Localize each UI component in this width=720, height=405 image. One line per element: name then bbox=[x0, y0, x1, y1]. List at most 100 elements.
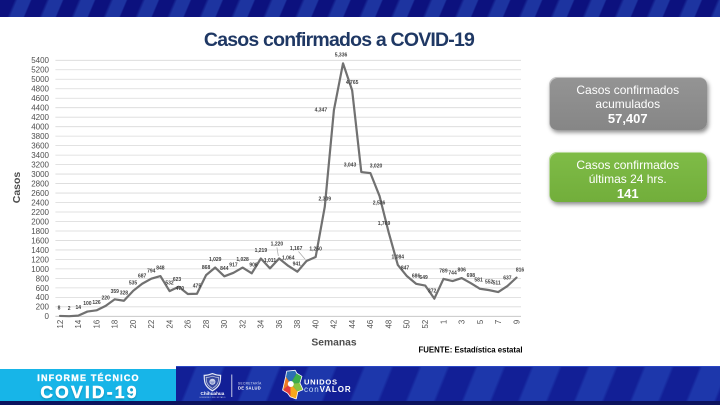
svg-text:38: 38 bbox=[293, 320, 302, 329]
svg-text:1600: 1600 bbox=[31, 236, 49, 245]
svg-text:46: 46 bbox=[366, 320, 375, 329]
svg-text:941: 941 bbox=[293, 261, 302, 267]
svg-text:4,765: 4,765 bbox=[346, 80, 359, 86]
svg-text:2,536: 2,536 bbox=[373, 200, 386, 206]
svg-text:1,028: 1,028 bbox=[236, 257, 249, 263]
svg-text:1,064: 1,064 bbox=[282, 255, 295, 261]
svg-text:2400: 2400 bbox=[31, 198, 49, 207]
svg-text:848: 848 bbox=[156, 266, 165, 272]
svg-text:400: 400 bbox=[36, 293, 50, 302]
svg-text:475: 475 bbox=[193, 283, 202, 289]
svg-text:4,347: 4,347 bbox=[315, 107, 328, 113]
svg-text:1,250: 1,250 bbox=[309, 247, 322, 253]
svg-text:328: 328 bbox=[120, 290, 129, 296]
svg-text:0: 0 bbox=[45, 312, 50, 321]
svg-text:535: 535 bbox=[129, 281, 138, 287]
svg-text:5: 5 bbox=[476, 319, 485, 324]
svg-text:48: 48 bbox=[384, 320, 393, 329]
svg-text:1400: 1400 bbox=[31, 246, 49, 255]
svg-text:4000: 4000 bbox=[31, 123, 49, 132]
svg-text:470: 470 bbox=[176, 286, 185, 292]
svg-text:637: 637 bbox=[503, 276, 512, 282]
svg-text:789: 789 bbox=[439, 269, 448, 275]
svg-text:794: 794 bbox=[147, 268, 156, 274]
svg-text:3000: 3000 bbox=[31, 170, 49, 179]
svg-text:14: 14 bbox=[74, 319, 83, 328]
svg-text:1: 1 bbox=[439, 320, 448, 324]
svg-text:2: 2 bbox=[68, 306, 71, 312]
svg-text:conVALOR: conVALOR bbox=[304, 385, 352, 394]
svg-text:Chihuahua: Chihuahua bbox=[201, 391, 225, 396]
svg-text:4400: 4400 bbox=[31, 104, 49, 113]
svg-text:5,336: 5,336 bbox=[335, 52, 348, 58]
svg-text:8: 8 bbox=[58, 306, 61, 312]
svg-text:511: 511 bbox=[493, 280, 501, 286]
svg-text:744: 744 bbox=[448, 271, 457, 277]
svg-text:649: 649 bbox=[419, 275, 428, 281]
svg-text:687: 687 bbox=[138, 273, 147, 279]
svg-text:3400: 3400 bbox=[31, 151, 49, 160]
svg-text:906: 906 bbox=[249, 263, 258, 269]
svg-text:3,020: 3,020 bbox=[370, 163, 383, 169]
svg-text:532: 532 bbox=[165, 281, 174, 287]
svg-text:22: 22 bbox=[147, 320, 156, 329]
svg-text:1,011: 1,011 bbox=[264, 258, 276, 264]
svg-text:200: 200 bbox=[36, 303, 50, 312]
svg-text:800: 800 bbox=[36, 274, 50, 283]
svg-text:20: 20 bbox=[129, 319, 138, 328]
svg-text:FUENTE: Estadística estatal: FUENTE: Estadística estatal bbox=[419, 346, 523, 355]
svg-text:GOBIERNO DEL ESTADO: GOBIERNO DEL ESTADO bbox=[199, 396, 226, 399]
svg-text:3600: 3600 bbox=[31, 142, 49, 151]
svg-text:50: 50 bbox=[403, 319, 412, 328]
svg-text:868: 868 bbox=[202, 265, 211, 271]
svg-text:2000: 2000 bbox=[31, 217, 49, 226]
svg-text:1000: 1000 bbox=[31, 265, 49, 274]
svg-text:52: 52 bbox=[421, 320, 430, 329]
svg-text:4800: 4800 bbox=[31, 85, 49, 94]
svg-text:9: 9 bbox=[512, 320, 521, 324]
svg-text:3: 3 bbox=[458, 320, 467, 324]
svg-text:4600: 4600 bbox=[31, 94, 49, 103]
svg-text:847: 847 bbox=[401, 265, 410, 271]
svg-text:12: 12 bbox=[56, 320, 65, 329]
svg-text:844: 844 bbox=[220, 266, 229, 272]
svg-text:816: 816 bbox=[516, 267, 525, 273]
svg-text:4200: 4200 bbox=[31, 113, 49, 122]
svg-text:100: 100 bbox=[83, 301, 92, 307]
svg-text:3200: 3200 bbox=[31, 161, 49, 170]
svg-text:220: 220 bbox=[101, 295, 110, 301]
svg-text:5400: 5400 bbox=[31, 56, 49, 65]
svg-text:1,219: 1,219 bbox=[255, 248, 268, 254]
svg-text:1200: 1200 bbox=[31, 255, 49, 264]
svg-text:5000: 5000 bbox=[31, 75, 49, 84]
svg-text:1,220: 1,220 bbox=[271, 242, 284, 248]
svg-text:3,043: 3,043 bbox=[344, 163, 357, 169]
svg-text:1800: 1800 bbox=[31, 227, 49, 236]
svg-text:14: 14 bbox=[75, 305, 81, 311]
svg-text:28: 28 bbox=[202, 320, 211, 329]
svg-text:16: 16 bbox=[92, 320, 101, 329]
svg-text:698: 698 bbox=[467, 273, 476, 279]
svg-text:2800: 2800 bbox=[31, 179, 49, 188]
svg-text:UNIDOS: UNIDOS bbox=[304, 377, 338, 386]
svg-text:372: 372 bbox=[428, 288, 437, 294]
svg-text:42: 42 bbox=[330, 320, 339, 329]
svg-text:552: 552 bbox=[485, 280, 494, 286]
svg-text:600: 600 bbox=[36, 284, 50, 293]
svg-text:1,084: 1,084 bbox=[392, 255, 405, 261]
svg-text:44: 44 bbox=[348, 319, 357, 328]
svg-text:SECRETARÍA: SECRETARÍA bbox=[238, 382, 262, 386]
svg-text:34: 34 bbox=[257, 319, 266, 328]
svg-text:1,769: 1,769 bbox=[378, 221, 391, 227]
svg-text:917: 917 bbox=[229, 262, 238, 268]
svg-text:2600: 2600 bbox=[31, 189, 49, 198]
svg-text:1,029: 1,029 bbox=[209, 257, 222, 263]
svg-text:359: 359 bbox=[111, 289, 120, 295]
svg-text:2,309: 2,309 bbox=[319, 196, 332, 202]
svg-text:126: 126 bbox=[92, 300, 101, 306]
svg-text:26: 26 bbox=[184, 320, 193, 329]
svg-text:686: 686 bbox=[412, 273, 421, 279]
svg-text:7: 7 bbox=[494, 320, 503, 324]
svg-text:40: 40 bbox=[311, 319, 320, 328]
svg-text:581: 581 bbox=[474, 277, 483, 283]
